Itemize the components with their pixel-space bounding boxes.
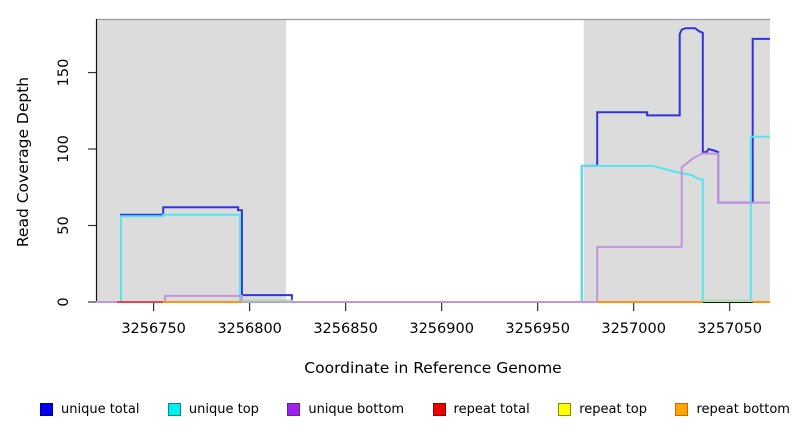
x-tick-label: 3257000	[601, 321, 666, 337]
x-tick-label: 3257050	[697, 321, 762, 337]
series-unique-total	[96, 27, 770, 303]
legend-item-repeat-bottom: repeat bottom	[675, 402, 790, 417]
unique-gap-region	[286, 19, 584, 302]
legend-item-unique-total: unique total	[40, 402, 139, 417]
coverage-plot: 0 50 100 150 3256750 3256800 3256850 3256900 325…	[14, 18, 770, 377]
repeat-region-left	[96, 19, 287, 302]
legend-item-unique-top: unique top	[167, 401, 259, 417]
y-tick-label: 50	[56, 216, 72, 234]
y-tick-label: 150	[56, 59, 72, 87]
legend-label-unique-bottom: unique bottom	[308, 401, 405, 417]
x-tick-label: 3256850	[313, 321, 378, 337]
x-tick-label: 3256750	[121, 321, 186, 337]
legend-label-repeat-top: repeat top	[579, 401, 647, 417]
repeat-region-right	[583, 19, 770, 302]
legend-label-unique-total: unique total	[61, 401, 140, 417]
x-tick-label: 3256900	[409, 321, 474, 337]
legend-swatch-repeat-top	[558, 402, 572, 416]
legend-label-repeat-total: repeat total	[453, 401, 530, 417]
legend-swatch-repeat-bottom	[675, 402, 689, 416]
x-axis-title: Coordinate in Reference Genome	[304, 359, 561, 377]
legend-item-unique-bottom: unique bottom	[287, 402, 404, 417]
legend-item-repeat-top: repeat top	[558, 402, 647, 417]
y-tick-label: 100	[56, 135, 72, 163]
legend-label-repeat-bottom: repeat bottom	[696, 401, 790, 417]
y-tick-label: 0	[56, 297, 72, 306]
legend-swatch-repeat-total	[432, 402, 446, 416]
series-unique-top	[96, 135, 770, 303]
legend-swatch-unique-bottom	[287, 402, 301, 416]
series-unique-bottom	[96, 152, 770, 303]
x-tick-label: 3256950	[505, 321, 570, 337]
legend-swatch-unique-total	[40, 402, 53, 416]
legend-item-repeat-total: repeat total	[432, 401, 530, 417]
x-tick-label: 3256800	[217, 321, 282, 337]
y-axis-title: Read Coverage Depth	[14, 77, 32, 247]
legend-swatch-unique-top	[167, 402, 181, 416]
legend-label-unique-top: unique top	[188, 401, 259, 417]
chart-legend: unique total unique top unique bottom re…	[40, 397, 790, 421]
